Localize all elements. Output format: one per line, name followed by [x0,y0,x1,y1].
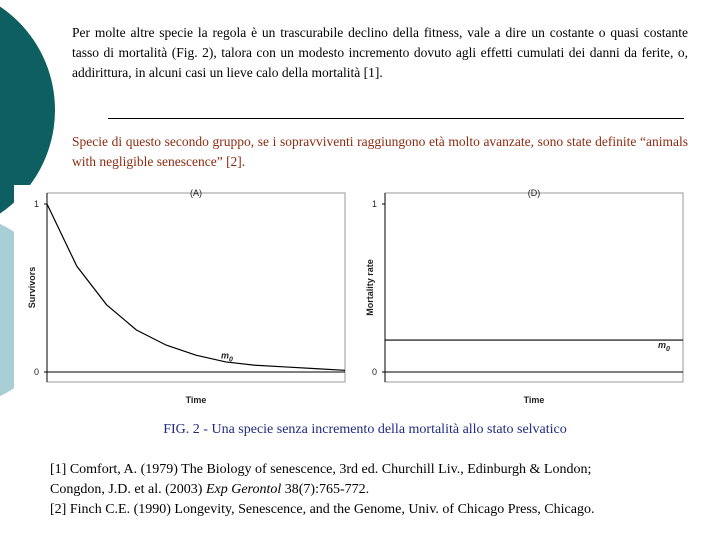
y-tick-label: 1 [372,199,377,209]
reference-after: 38(7):765-772. [281,482,370,497]
reference: [1] Comfort, A. (1979) The Biology of se… [50,460,594,480]
figure-background [14,185,705,415]
chart-title: (A) [190,188,202,198]
annotation: m0 [658,340,670,353]
reference-before: [1] Comfort, A. (1979) The Biology of se… [50,462,592,477]
annotation-sub: 0 [666,346,670,353]
paragraph: Per molte altre specie la regola è un tr… [72,25,688,80]
y-tick-label: 1 [34,199,39,209]
y-axis-label: Mortality rate [365,259,375,316]
reference: Congdon, J.D. et al. (2003) Exp Gerontol… [50,480,594,500]
data-line [46,203,346,371]
deco-circle [0,6,55,214]
caption: FIG. 2 - Una specie senza incremento del… [163,422,567,437]
x-axis-label: Time [186,395,207,405]
reference-journal: Exp Gerontol [205,482,282,497]
reference: [2] Finch C.E. (1990) Longevity, Senesce… [50,500,594,520]
y-tick-label: 0 [34,367,39,377]
annotation-text: m [658,340,666,350]
divider [108,118,684,119]
references: [1] Comfort, A. (1979) The Biology of se… [50,460,594,520]
x-axis-label: Time [524,395,545,405]
annotation-text: m [221,350,229,360]
reference-before: [2] Finch C.E. (1990) Longevity, Senesce… [50,502,595,517]
y-tick-label: 0 [372,367,377,377]
annotation-sub: 0 [229,356,233,363]
annotation: m0 [221,350,233,363]
paragraph: Specie di questo secondo gruppo, se i so… [72,134,688,169]
chart-title: (D) [528,188,541,198]
y-axis-label: Survivors [27,267,37,309]
reference-before: Congdon, J.D. et al. (2003) [50,482,206,497]
